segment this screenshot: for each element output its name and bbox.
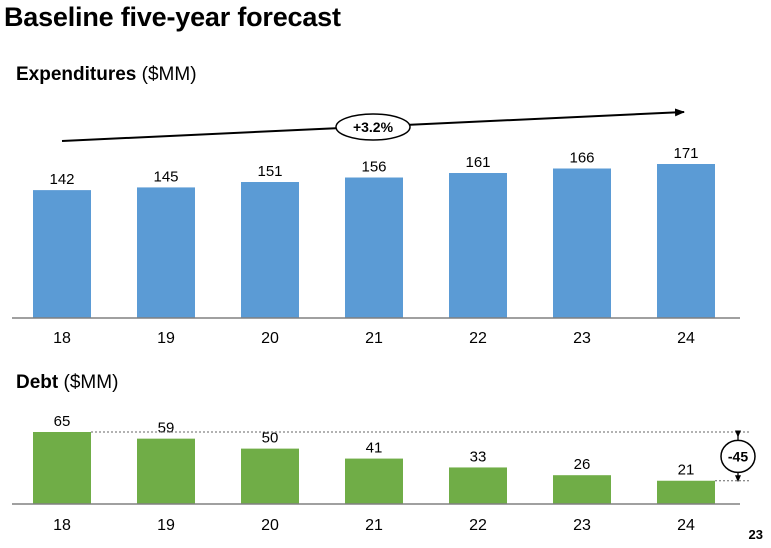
expenditures-title-unit: ($MM) xyxy=(141,64,197,85)
debt-tick-label: 23 xyxy=(573,517,591,534)
debt-bar xyxy=(449,467,507,504)
expenditures-bar xyxy=(33,190,91,318)
debt-bar xyxy=(553,475,611,504)
debt-reduction-bubble xyxy=(720,439,756,474)
expenditures-tick-label: 24 xyxy=(677,330,695,347)
expenditures-value-label: 145 xyxy=(153,168,178,185)
debt-value-label: 59 xyxy=(158,420,175,437)
expenditures-value-label: 151 xyxy=(257,163,282,180)
expenditures-value-label: 161 xyxy=(465,154,490,171)
expenditures-title-label: Expenditures xyxy=(16,64,137,85)
debt-value-label: 33 xyxy=(470,448,487,465)
debt-chart: 65 18 59 19 50 20 41 21 33 22 26 23 21 24 -45 xyxy=(12,413,756,534)
expenditures-tick-label: 21 xyxy=(365,330,383,347)
debt-tick-label: 19 xyxy=(157,517,175,534)
debt-value-label: 21 xyxy=(678,462,695,479)
page-number: 23 xyxy=(748,527,763,542)
debt-bar xyxy=(657,480,715,504)
debt-value-label: 50 xyxy=(262,430,279,447)
expenditures-value-label: 171 xyxy=(673,145,698,162)
debt-value-label: 41 xyxy=(366,440,383,457)
expenditures-bar xyxy=(241,182,299,318)
growth-rate-label: +3.2% xyxy=(353,119,394,135)
debt-reduction-label: -45 xyxy=(728,448,748,464)
expenditures-tick-label: 20 xyxy=(261,330,279,347)
debt-bar xyxy=(241,448,299,504)
debt-value-label: 65 xyxy=(54,413,71,430)
expenditures-chart-title: Expenditures ($MM) xyxy=(16,64,197,86)
debt-title-label: Debt xyxy=(16,372,59,393)
expenditures-bar xyxy=(449,173,507,318)
growth-rate-bubble xyxy=(335,113,411,141)
expenditures-bar xyxy=(345,177,403,318)
expenditures-tick-label: 18 xyxy=(53,330,71,347)
expenditures-bar xyxy=(553,168,611,318)
expenditures-bar xyxy=(657,164,715,318)
debt-tick-label: 21 xyxy=(365,517,383,534)
debt-bar xyxy=(33,432,91,504)
expenditures-tick-label: 22 xyxy=(469,330,487,347)
debt-tick-label: 20 xyxy=(261,517,279,534)
expenditures-value-label: 156 xyxy=(361,159,386,176)
expenditures-value-label: 142 xyxy=(49,171,74,188)
expenditures-value-label: 166 xyxy=(569,150,594,167)
debt-tick-label: 24 xyxy=(677,517,695,534)
debt-tick-label: 18 xyxy=(53,517,71,534)
expenditures-tick-label: 23 xyxy=(573,330,591,347)
debt-bar xyxy=(345,458,403,504)
debt-title-unit: ($MM) xyxy=(63,372,119,393)
debt-tick-label: 22 xyxy=(469,517,487,534)
expenditures-bar xyxy=(137,187,195,318)
page-title: Baseline five-year forecast xyxy=(4,2,341,32)
debt-chart-title: Debt ($MM) xyxy=(16,372,118,394)
debt-value-label: 26 xyxy=(574,456,591,473)
debt-bar xyxy=(137,438,195,504)
expenditures-chart: 142 18 145 19 151 20 156 21 161 22 166 23 171 24 +3.2% xyxy=(12,108,740,347)
expenditures-tick-label: 19 xyxy=(157,330,175,347)
